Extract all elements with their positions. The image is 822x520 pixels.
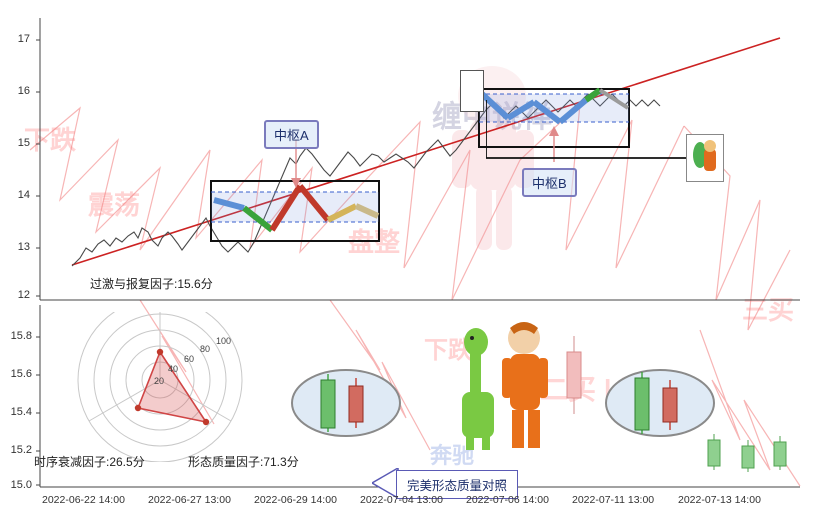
- factor-shape-label: 形态质量因子:71.3分: [188, 455, 299, 469]
- price-chart-axes: [36, 18, 800, 301]
- price-ytick-13: 13: [17, 241, 30, 253]
- lower-ytick-152: 15.2: [10, 444, 32, 456]
- lower-ytick-158: 15.8: [10, 330, 32, 342]
- callout-thumbnail: [686, 134, 724, 182]
- zhongshu-b-callout-line: [486, 100, 686, 159]
- decor-candle-red: [566, 336, 582, 414]
- price-ytick-17: 17: [17, 33, 30, 45]
- zhongshu-b-region: [478, 88, 630, 148]
- price-ytick-14: 14: [17, 189, 30, 201]
- radar-chart: 20 40 60 80 100: [77, 312, 243, 462]
- lower-ytick-156: 15.6: [10, 368, 32, 380]
- xtick-1: 2022-06-27 13:00: [148, 494, 231, 506]
- svg-text:20: 20: [154, 376, 164, 386]
- factor-overreaction-label: 过激与报复因子:15.6分: [90, 277, 213, 291]
- price-ytick-16: 16: [17, 85, 30, 97]
- svg-text:60: 60: [184, 354, 194, 364]
- zhongshu-b-label: 中枢B: [522, 168, 577, 197]
- price-series-layer: [71, 37, 781, 267]
- zhongshu-a-label: 中枢A: [264, 120, 319, 149]
- xtick-2: 2022-06-29 14:00: [254, 494, 337, 506]
- zhongshu-a-region: [210, 180, 380, 242]
- factor-decay-label: 时序衰减因子:26.5分: [34, 455, 145, 469]
- zhongshu-b-pointer: [549, 126, 559, 162]
- price-ytick-12: 12: [17, 289, 30, 301]
- candle-group-left: [291, 369, 401, 437]
- highlight-window: [460, 70, 484, 112]
- lower-ytick-150: 15.0: [10, 479, 32, 491]
- compare-label-box: 完美形态质量对照: [396, 470, 519, 499]
- svg-text:40: 40: [168, 364, 178, 374]
- xtick-3: 2022-07-04 13:00: [360, 494, 443, 506]
- xtick-5: 2022-07-11 13:00: [572, 494, 655, 506]
- lower-ytick-154: 15.4: [10, 406, 32, 418]
- scattered-candles: [707, 434, 787, 472]
- svg-text:100: 100: [216, 336, 231, 346]
- xtick-4: 2022-07-06 14:00: [466, 494, 549, 506]
- svg-text:80: 80: [200, 344, 210, 354]
- xtick-6: 2022-07-13 14:00: [678, 494, 761, 506]
- price-ytick-15: 15: [17, 137, 30, 149]
- candle-group-right: [605, 369, 715, 437]
- mascot-illustration: [462, 322, 548, 450]
- xtick-0: 2022-06-22 14:00: [42, 494, 125, 506]
